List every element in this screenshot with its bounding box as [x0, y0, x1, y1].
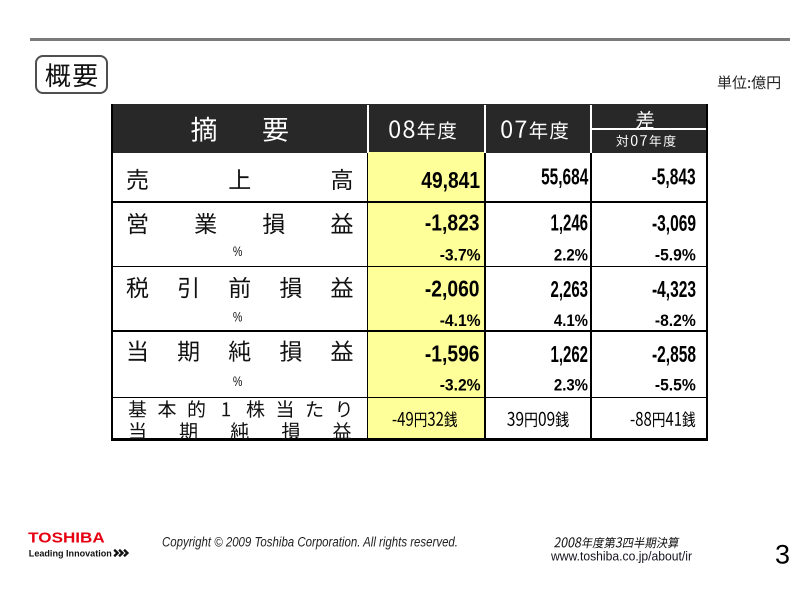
svg-text:-3.7%: -3.7%: [440, 245, 481, 264]
svg-text:%: %: [233, 308, 243, 324]
svg-text:49,841: 49,841: [421, 167, 480, 193]
svg-text:Copyright © 2009 Toshiba Corpo: Copyright © 2009 Toshiba Corporation. Al…: [162, 535, 458, 550]
svg-text:4.1%: 4.1%: [554, 311, 588, 330]
svg-text:TOSHIBA: TOSHIBA: [28, 531, 105, 547]
svg-text:-4,323: -4,323: [652, 276, 696, 302]
svg-text:2.3%: 2.3%: [554, 375, 588, 394]
svg-text:%: %: [233, 243, 243, 259]
svg-text:2,263: 2,263: [551, 276, 589, 302]
svg-text:-3.2%: -3.2%: [440, 375, 481, 394]
svg-text:-1,596: -1,596: [425, 341, 480, 367]
svg-text:1,246: 1,246: [551, 210, 589, 236]
svg-text:-3,069: -3,069: [652, 210, 696, 236]
svg-text:-2,858: -2,858: [652, 341, 696, 367]
svg-text:-2,060: -2,060: [425, 276, 480, 302]
svg-text:2.2%: 2.2%: [554, 245, 588, 264]
svg-text:-1,823: -1,823: [425, 209, 480, 235]
svg-text:1,262: 1,262: [551, 341, 589, 367]
svg-text:-5.5%: -5.5%: [655, 375, 696, 394]
svg-text:Leading Innovation: Leading Innovation: [29, 548, 112, 559]
svg-text:3: 3: [775, 540, 790, 570]
svg-text:www.toshiba.co.jp/about/ir: www.toshiba.co.jp/about/ir: [550, 548, 693, 563]
svg-text:%: %: [233, 373, 243, 389]
svg-text:-5.9%: -5.9%: [655, 245, 696, 264]
svg-text:-4.1%: -4.1%: [440, 311, 481, 330]
svg-text:55,684: 55,684: [541, 164, 588, 190]
svg-text:-5,843: -5,843: [652, 164, 696, 190]
svg-text:-8.2%: -8.2%: [655, 311, 696, 330]
